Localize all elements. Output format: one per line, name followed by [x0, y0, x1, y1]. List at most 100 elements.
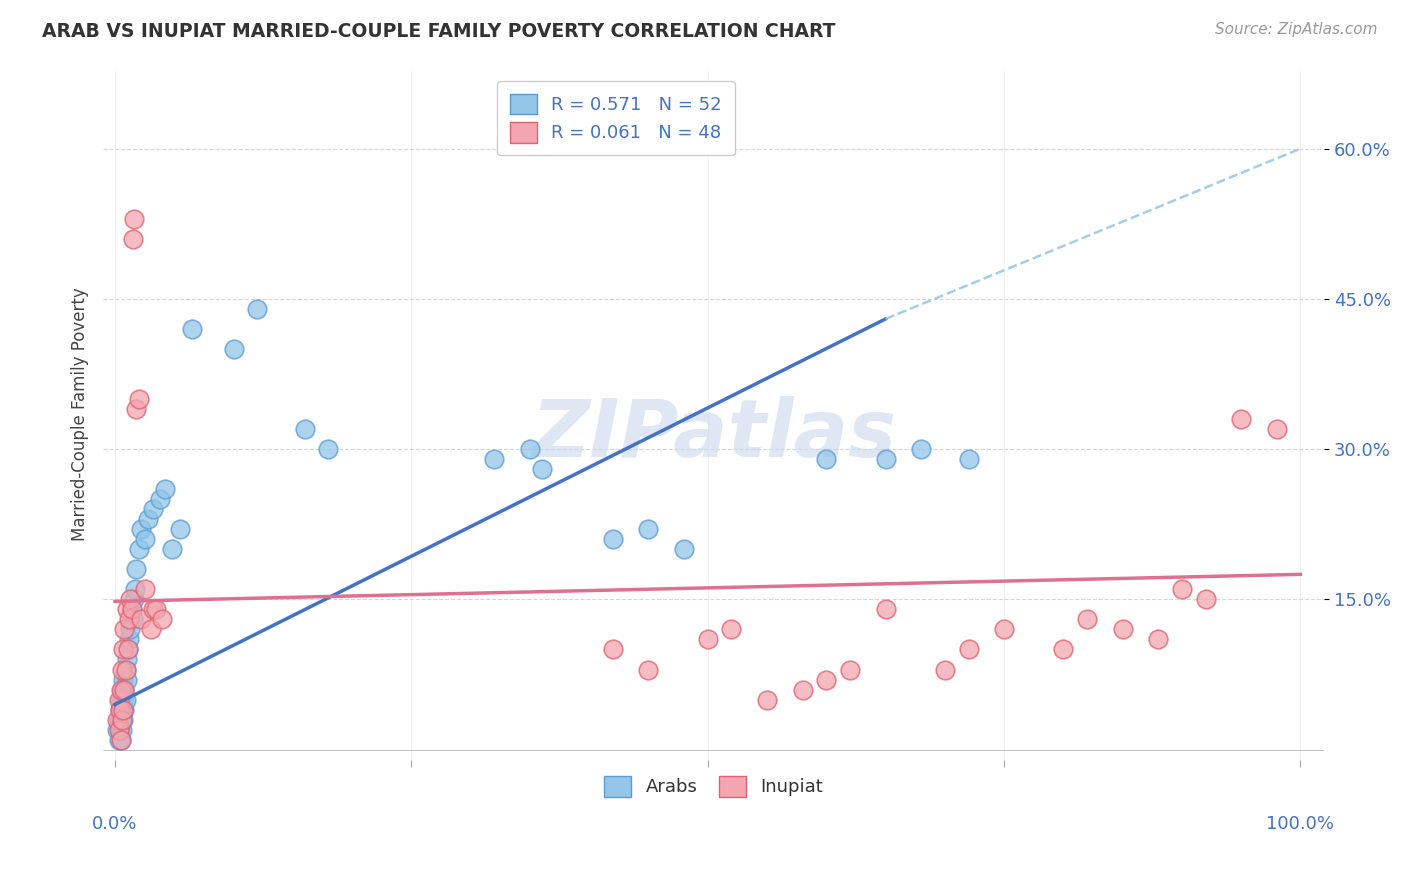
Point: [181, 322, 204, 336]
Point: [1194, 592, 1216, 607]
Point: [122, 592, 145, 607]
Point: [246, 301, 269, 316]
Point: [112, 673, 135, 687]
Point: [152, 612, 174, 626]
Point: [111, 702, 134, 716]
Point: [105, 713, 128, 727]
Point: [1265, 422, 1288, 436]
Point: [153, 482, 176, 496]
Point: [957, 642, 980, 657]
Point: [110, 732, 132, 747]
Point: [107, 713, 129, 727]
Point: [108, 723, 131, 737]
Point: [111, 723, 134, 737]
Text: ZIPatlas: ZIPatlas: [531, 396, 896, 474]
Point: [122, 211, 145, 226]
Point: [114, 682, 136, 697]
Point: [1171, 582, 1194, 597]
Point: [120, 623, 142, 637]
Point: [1076, 612, 1098, 626]
Point: [114, 692, 136, 706]
Point: [111, 713, 134, 727]
Point: [110, 682, 132, 697]
Point: [114, 663, 136, 677]
Point: [134, 582, 156, 597]
Point: [110, 713, 132, 727]
Point: [105, 723, 128, 737]
Point: [108, 702, 131, 716]
Y-axis label: Married-Couple Family Poverty: Married-Couple Family Poverty: [72, 287, 89, 541]
Point: [839, 663, 862, 677]
Point: [114, 663, 136, 677]
Point: [318, 442, 340, 457]
Point: [125, 562, 148, 576]
Point: [875, 602, 897, 616]
Point: [910, 442, 932, 457]
Point: [128, 542, 150, 557]
Point: [112, 702, 135, 716]
Point: [115, 602, 138, 616]
Point: [107, 732, 129, 747]
Point: [637, 663, 659, 677]
Point: [136, 512, 159, 526]
Point: [222, 342, 245, 356]
Point: [134, 533, 156, 547]
Point: [118, 632, 141, 647]
Point: [129, 612, 152, 626]
Point: [957, 452, 980, 467]
Point: [112, 642, 135, 657]
Point: [115, 652, 138, 666]
Point: [672, 542, 695, 557]
Point: [115, 673, 138, 687]
Point: [128, 392, 150, 406]
Point: [720, 623, 742, 637]
Text: 0.0%: 0.0%: [93, 814, 138, 833]
Point: [1147, 632, 1170, 647]
Point: [1111, 623, 1133, 637]
Point: [121, 232, 143, 246]
Point: [792, 682, 814, 697]
Point: [145, 602, 167, 616]
Point: [111, 682, 134, 697]
Point: [756, 692, 779, 706]
Point: [602, 642, 624, 657]
Point: [114, 682, 136, 697]
Point: [160, 542, 183, 557]
Point: [129, 522, 152, 536]
Point: [111, 663, 134, 677]
Point: [121, 602, 143, 616]
Point: [121, 612, 143, 626]
Point: [112, 713, 135, 727]
Point: [107, 692, 129, 706]
Point: [120, 592, 142, 607]
Point: [696, 632, 718, 647]
Point: [602, 533, 624, 547]
Point: [108, 702, 131, 716]
Point: [530, 462, 553, 476]
Point: [142, 602, 165, 616]
Text: 100.0%: 100.0%: [1267, 814, 1334, 833]
Point: [149, 492, 172, 507]
Point: [815, 673, 838, 687]
Point: [110, 692, 132, 706]
Point: [294, 422, 316, 436]
Point: [117, 642, 139, 657]
Point: [112, 692, 135, 706]
Point: [125, 402, 148, 417]
Point: [169, 522, 191, 536]
Point: [114, 702, 136, 716]
Point: [124, 582, 146, 597]
Point: [142, 502, 165, 516]
Point: [121, 602, 143, 616]
Point: [815, 452, 838, 467]
Text: Source: ZipAtlas.com: Source: ZipAtlas.com: [1215, 22, 1378, 37]
Point: [117, 642, 139, 657]
Point: [110, 732, 132, 747]
Point: [637, 522, 659, 536]
Point: [1052, 642, 1074, 657]
Point: [875, 452, 897, 467]
Point: [993, 623, 1015, 637]
Text: ARAB VS INUPIAT MARRIED-COUPLE FAMILY POVERTY CORRELATION CHART: ARAB VS INUPIAT MARRIED-COUPLE FAMILY PO…: [42, 22, 835, 41]
Point: [118, 612, 141, 626]
Point: [1230, 412, 1253, 426]
